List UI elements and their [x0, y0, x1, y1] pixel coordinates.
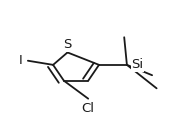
Text: I: I — [19, 54, 22, 67]
Text: Cl: Cl — [82, 102, 95, 115]
Text: S: S — [63, 38, 72, 51]
Text: Si: Si — [131, 58, 143, 71]
